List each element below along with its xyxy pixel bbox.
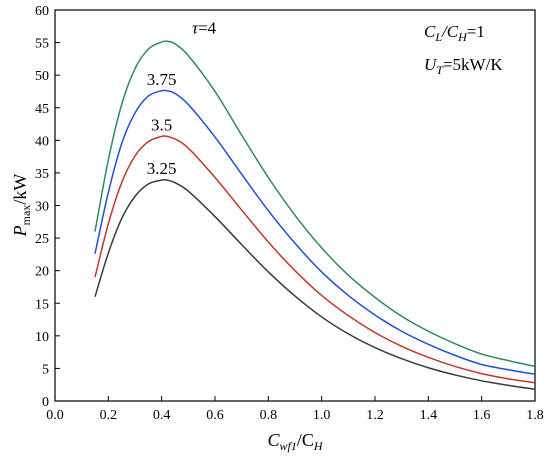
y-tick-label: 45	[35, 102, 49, 117]
y-tick-label: 50	[35, 69, 49, 84]
ut-annotation: UT=5kW/K	[424, 55, 503, 77]
series-label: τ=4	[192, 18, 217, 37]
x-tick-label: 0.2	[100, 408, 118, 423]
x-tick-label: 1.0	[313, 408, 331, 423]
y-tick-label: 20	[35, 265, 49, 280]
series-line	[94, 135, 536, 384]
series-labels: τ=4 3.75 3.5 3.25	[147, 18, 217, 178]
series-lines	[94, 40, 536, 391]
series-label: 3.75	[147, 70, 177, 89]
y-tick-label: 40	[35, 134, 49, 149]
series-label: 3.5	[151, 115, 172, 134]
x-tick-label: 0.0	[46, 408, 64, 423]
x-tick-label: 1.2	[366, 408, 384, 423]
x-tick-label: 1.6	[473, 408, 491, 423]
series-line	[94, 40, 536, 368]
series-line	[94, 89, 536, 376]
series-line	[94, 178, 536, 391]
y-axis-label: Pmax/kW	[10, 174, 33, 238]
y-tick-label: 5	[42, 362, 49, 377]
y-axis: 0 5 10 15 20 25 30 35 40 45 50 55 60	[35, 4, 60, 410]
y-tick-label: 10	[35, 330, 49, 345]
x-tick-label: 0.4	[153, 408, 171, 423]
x-axis-label: Cwf1/CH	[267, 430, 323, 453]
x-tick-label: 1.8	[526, 408, 544, 423]
y-tick-label: 0	[42, 395, 49, 410]
y-tick-label: 15	[35, 297, 49, 312]
x-axis: 0.0 0.2 0.4 0.6 0.8 1.0 1.2 1.4 1.6 1.8	[46, 396, 544, 423]
y-tick-label: 60	[35, 4, 49, 19]
y-tick-label: 25	[35, 232, 49, 247]
x-tick-label: 0.8	[260, 408, 278, 423]
y-tick-label: 30	[35, 200, 49, 215]
series-label: 3.25	[147, 159, 177, 178]
y-tick-label: 55	[35, 37, 49, 52]
ratio-annotation: CL/CH=1	[424, 22, 485, 44]
x-tick-label: 1.4	[420, 408, 438, 423]
x-tick-label: 0.6	[206, 408, 224, 423]
y-tick-label: 35	[35, 167, 49, 182]
